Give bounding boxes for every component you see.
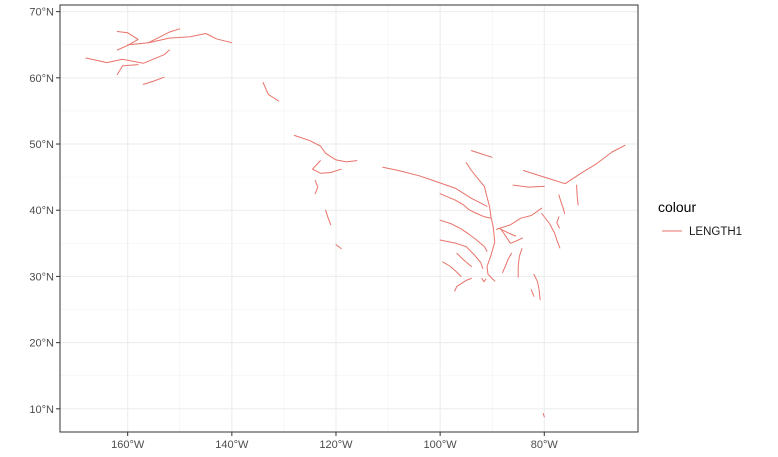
x-tick-label: 160°W: [111, 439, 145, 451]
river-segment: [541, 213, 561, 249]
plot-panel-background: [60, 5, 638, 432]
axes: 160°W 140°W 120°W 100°W 80°W 10°N 20°N 30°N 40°N…: [29, 7, 558, 451]
river-segment: [442, 261, 462, 277]
legend-title: colour: [658, 199, 696, 215]
y-tick-label: 30°N: [29, 271, 54, 283]
river-segment: [556, 216, 560, 229]
river-segment: [314, 179, 319, 195]
river-segment: [481, 277, 487, 283]
river-segment: [116, 31, 139, 51]
river-segment: [512, 184, 545, 188]
river-segment: [499, 228, 517, 237]
river-segment: [517, 248, 523, 278]
river-segment: [500, 228, 523, 244]
y-tick-label: 60°N: [29, 73, 54, 85]
river-segment: [576, 184, 579, 206]
plot-panel-border: [59, 4, 639, 433]
y-tick-label: 50°N: [29, 139, 54, 151]
river-segment: [116, 64, 139, 75]
river-segment: [502, 252, 512, 273]
river-segment: [148, 28, 181, 44]
river-segment: [542, 413, 545, 418]
y-tick-label: 70°N: [29, 7, 54, 19]
y-tick-label: 40°N: [29, 205, 54, 217]
river-segment: [382, 166, 488, 207]
river-segment: [142, 76, 165, 85]
river-segment: [522, 144, 626, 185]
river-segment: [454, 277, 472, 292]
river-segment: [558, 194, 566, 214]
river-segment: [439, 193, 492, 219]
river-segment: [530, 289, 535, 297]
river-segment: [456, 252, 472, 267]
y-tick-label: 10°N: [29, 404, 54, 416]
river-segment: [439, 239, 484, 269]
river-segment: [495, 207, 543, 230]
y-tick-label: 20°N: [29, 338, 54, 350]
river-segment: [533, 273, 541, 301]
gridlines: [60, 5, 638, 432]
x-tick-label: 80°W: [531, 439, 559, 451]
river-segment: [335, 244, 342, 250]
river-segment: [312, 160, 342, 174]
river-segment: [325, 209, 332, 226]
river-segment: [439, 219, 488, 252]
river-segment: [470, 150, 493, 158]
x-tick-label: 120°W: [319, 439, 353, 451]
river-lines: [85, 28, 626, 418]
legend-entry-label: LENGTH1: [689, 226, 742, 238]
legend: colour LENGTH1: [658, 199, 742, 238]
river-segment: [262, 82, 280, 102]
river-segment: [293, 134, 358, 163]
x-tick-label: 100°W: [424, 439, 458, 451]
river-segment: [85, 49, 170, 64]
x-tick-label: 140°W: [215, 439, 249, 451]
